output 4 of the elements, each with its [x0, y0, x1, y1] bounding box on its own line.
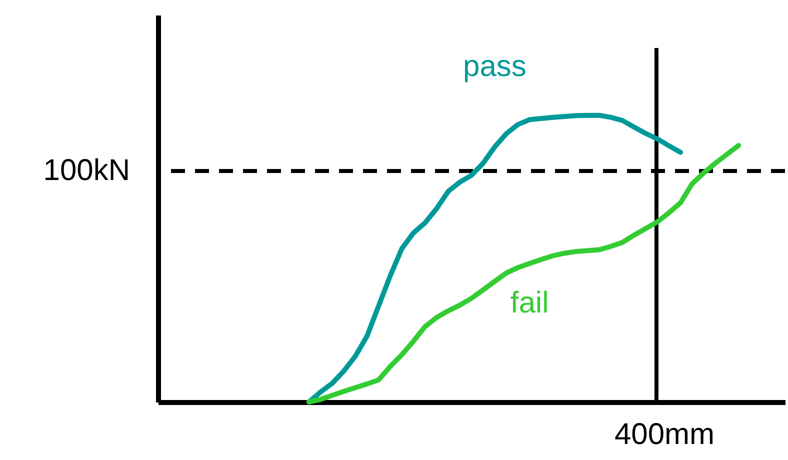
text: 400mm	[614, 418, 714, 451]
series-label: fail	[510, 286, 549, 320]
ref-line-label: 100kN	[43, 154, 130, 187]
series-label: pass	[463, 50, 526, 83]
